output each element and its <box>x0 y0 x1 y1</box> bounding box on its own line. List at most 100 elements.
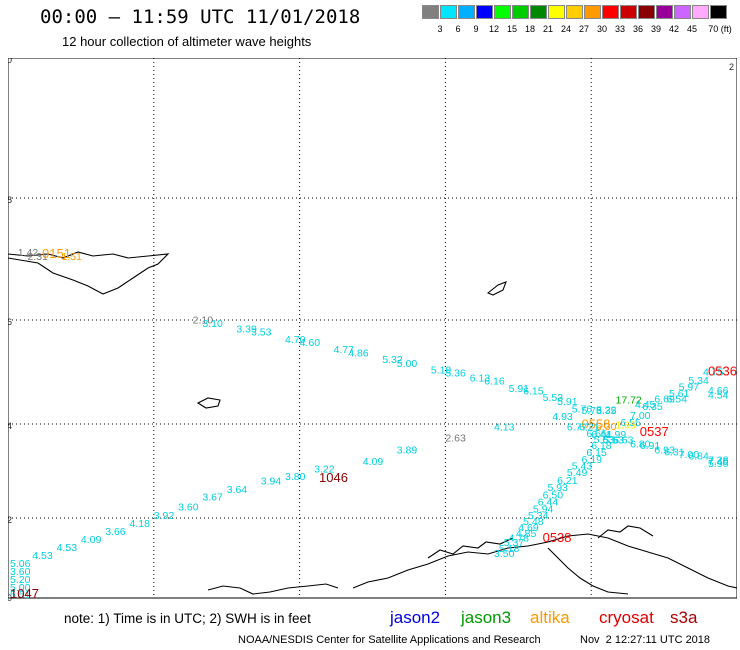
longitude-label: 30 <box>725 601 735 602</box>
wave-height-label: 5.53 <box>543 392 564 404</box>
wave-height-label: 4.77 <box>334 344 355 356</box>
wave-height-label: 4.13 <box>494 422 515 434</box>
wave-height-label: 17.72 <box>616 395 642 407</box>
wave-height-label: 5.93 <box>547 482 568 494</box>
color-scale-swatch <box>512 5 529 19</box>
wave-height-label: 3.10 <box>202 318 223 330</box>
longitude-label: 15 <box>8 601 17 602</box>
longitude-label: 21 <box>293 601 303 602</box>
wave-height-label: 3.80 <box>285 471 306 483</box>
wave-height-label: 6.91 <box>640 440 661 452</box>
map-frame <box>8 58 737 599</box>
color-scale-label: 70 (ft) <box>708 24 732 34</box>
latitude-label: 72 <box>8 515 12 525</box>
page-subtitle: 12 hour collection of altimeter wave hei… <box>62 34 312 49</box>
color-scale-label: 27 <box>578 24 590 34</box>
wave-height-label: 6.35 <box>642 401 663 413</box>
color-scale-label: 9 <box>473 24 479 34</box>
wave-height-label: 6.18 <box>591 440 612 452</box>
wave-height-label: 3.66 <box>105 526 126 538</box>
color-scale-label: 39 <box>650 24 662 34</box>
wave-height-label: 6.35 <box>596 405 617 417</box>
wave-height-label: 4.69 <box>518 522 539 534</box>
pass-time-label: 0537 <box>640 424 669 439</box>
wave-height-label: 6.54 <box>667 394 688 406</box>
satellite-legend-s3a: s3a <box>670 608 698 627</box>
wave-height-label: 6.93 <box>654 445 675 457</box>
pass-time-label: 0558 <box>581 417 610 432</box>
color-scale-label: 36 <box>632 24 644 34</box>
wave-height-label: 1.51 <box>61 251 82 263</box>
wave-height-label: 4.53 <box>57 542 78 554</box>
wave-height-label: 6.31 <box>664 446 685 458</box>
wave-height-label: 5.32 <box>382 354 403 366</box>
wave-height-label: 5.22 <box>596 405 617 417</box>
wave-height-label: 5.94 <box>533 503 554 515</box>
wave-height-label: 1.65 <box>616 420 637 432</box>
wave-height-label: 3.92 <box>154 510 175 522</box>
longitude-label: 18 <box>148 601 158 602</box>
coastlines <box>8 251 737 595</box>
color-scale-swatch <box>476 5 493 19</box>
wave-height-label: 6.16 <box>484 375 505 387</box>
wave-height-label: 3.67 <box>202 492 223 504</box>
pass-time-label: 0538 <box>543 530 572 545</box>
wave-height-label: 5.18 <box>499 543 520 555</box>
color-scale-swatch <box>656 5 673 19</box>
wave-height-label: 5.19 <box>431 365 452 377</box>
page-title: 00:00 – 11:59 UTC 11/01/2018 <box>40 6 361 28</box>
latitude-label: 80 <box>8 58 12 65</box>
color-scale-swatch <box>692 5 709 19</box>
corner-mark: 2 <box>729 62 734 72</box>
wave-height-label: 4.09 <box>363 456 384 468</box>
wave-height-label: 7.00 <box>679 449 700 461</box>
color-scale-swatch <box>458 5 475 19</box>
wave-height-label: 5.97 <box>679 382 700 394</box>
color-scale-label: 24 <box>560 24 572 34</box>
color-scale-label: 15 <box>506 24 518 34</box>
color-scale-swatch <box>422 5 439 19</box>
color-scale-label: 45 <box>686 24 698 34</box>
generation-timestamp: Nov 2 12:27:11 UTC 2018 <box>580 634 711 646</box>
color-scale-swatch <box>548 5 565 19</box>
pass-time-label: 0151 <box>42 246 71 261</box>
color-scale-label: 42 <box>668 24 680 34</box>
wave-height-label: 6.77 <box>567 422 588 434</box>
wave-height-label: 4.53 <box>32 550 53 562</box>
wave-height-label: 6.50 <box>543 489 564 501</box>
wave-height-label: 6.13 <box>470 372 491 384</box>
wave-height-label: 4.70 <box>285 334 306 346</box>
wave-height-label: 5.36 <box>445 368 466 380</box>
wave-height-label: 6.63 <box>613 435 634 447</box>
wave-height-label: 4.85 <box>516 528 537 540</box>
wave-height-label: 5.51 <box>10 589 31 601</box>
wave-height-label: 2.31 <box>27 251 48 263</box>
latitude-label: 74 <box>8 421 12 431</box>
wave-height-label: 5.34 <box>688 375 709 387</box>
wave-height-label: 5.00 <box>10 582 31 594</box>
color-scale-label: 12 <box>488 24 500 34</box>
wave-height-label: 3.53 <box>251 327 272 339</box>
color-scale-swatch <box>566 5 583 19</box>
wave-height-map: 1518212427308078767472702 1.422.3101511.… <box>8 58 737 602</box>
wave-height-label: 4.60 <box>300 337 321 349</box>
wave-height-label: 5.20 <box>10 574 31 586</box>
wave-height-label: 7.28 <box>708 454 729 466</box>
longitude-label: 27 <box>581 601 591 602</box>
wave-height-label: 5.06 <box>10 558 31 570</box>
color-scale-swatch <box>584 5 601 19</box>
wave-height-label: 4.45 <box>635 399 656 411</box>
wave-height-label: 5.73 <box>581 405 602 417</box>
wave-height-label: 3.89 <box>397 445 418 457</box>
color-scale-swatch <box>620 5 637 19</box>
wave-height-label: 4.93 <box>552 411 573 423</box>
wave-height-label: 3.64 <box>227 484 248 496</box>
color-scale-swatch <box>638 5 655 19</box>
wave-height-label: 3.39 <box>236 323 257 335</box>
wave-height-label: 2.63 <box>445 432 466 444</box>
wave-height-label: 2.10 <box>193 315 214 327</box>
footer-note: note: 1) Time is in UTC; 2) SWH is in fe… <box>64 611 311 626</box>
wave-height-label: 6.21 <box>557 475 578 487</box>
wave-height-label: 4.18 <box>130 518 151 530</box>
